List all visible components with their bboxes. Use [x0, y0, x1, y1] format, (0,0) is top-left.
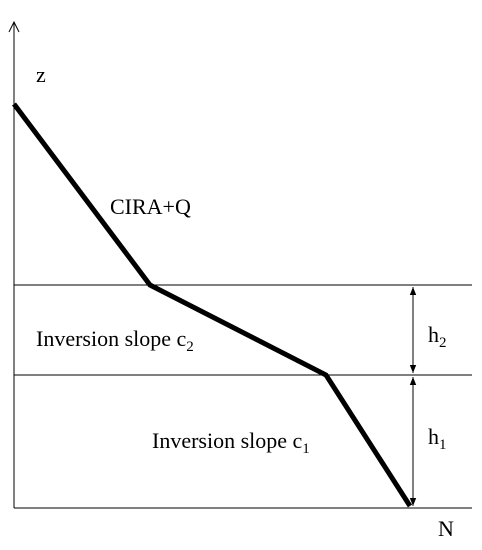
lower-label-sub: 1 — [302, 441, 310, 457]
h1-label-sub: 1 — [439, 437, 447, 453]
z-label: z — [36, 62, 46, 87]
h2-label-sub: 2 — [439, 335, 447, 351]
n-label: N — [438, 516, 454, 541]
h2-label: h2 — [428, 322, 447, 351]
lower-label-text: Inversion slope c — [152, 428, 303, 453]
lower-label: Inversion slope c1 — [152, 428, 310, 457]
upper-label: CIRA+Q — [110, 194, 191, 219]
profile-curve — [12, 102, 413, 508]
middle-label-sub: 2 — [186, 339, 194, 355]
h1-label-text: h — [428, 424, 439, 449]
middle-label: Inversion slope c2 — [36, 326, 194, 355]
h1-label: h1 — [428, 424, 447, 453]
middle-label-text: Inversion slope c — [36, 326, 187, 351]
h2-label-text: h — [428, 322, 439, 347]
